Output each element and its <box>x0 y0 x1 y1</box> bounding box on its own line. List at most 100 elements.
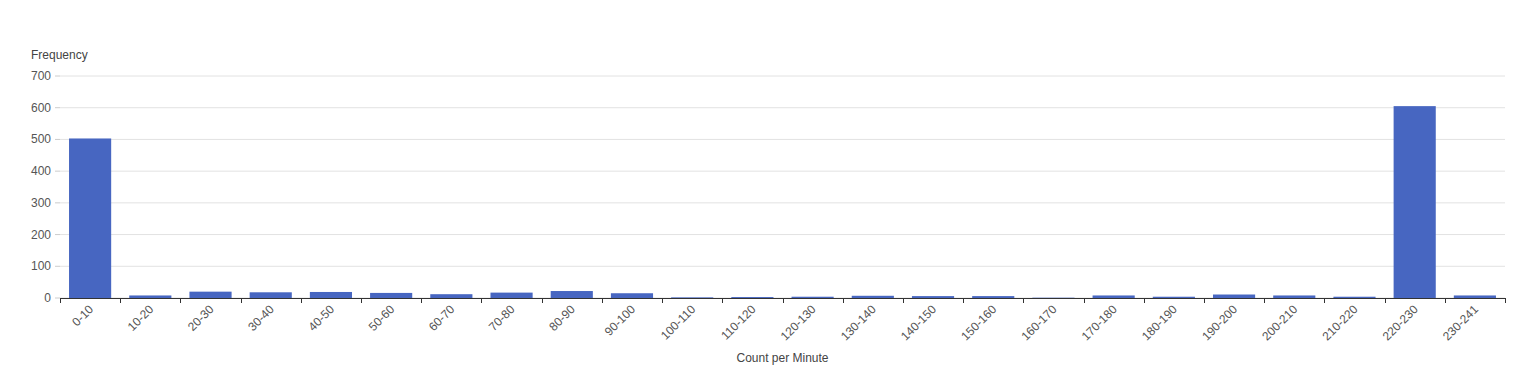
x-tick-label: 160-170 <box>1019 302 1060 343</box>
x-tick <box>1385 298 1386 303</box>
x-tick-label: 230-241 <box>1440 302 1481 343</box>
x-tick <box>662 298 663 303</box>
x-tick-label: 110-120 <box>718 302 759 343</box>
y-tick <box>55 266 60 267</box>
bar <box>972 296 1014 298</box>
y-tick <box>55 139 60 140</box>
x-tick <box>722 298 723 303</box>
x-tick-label: 170-180 <box>1079 302 1120 343</box>
x-tick <box>481 298 482 303</box>
bar <box>611 293 653 298</box>
y-tick <box>55 234 60 235</box>
bar <box>490 293 532 298</box>
y-axis-title: Frequency <box>31 48 88 62</box>
bar <box>671 297 713 298</box>
x-tick <box>903 298 904 303</box>
x-tick <box>1204 298 1205 303</box>
x-tick <box>60 298 61 303</box>
x-tick-label: 100-110 <box>658 302 699 343</box>
bar <box>1153 297 1195 298</box>
bar <box>1213 295 1255 298</box>
bar <box>69 138 111 298</box>
x-tick <box>241 298 242 303</box>
x-tick <box>1505 298 1506 303</box>
x-tick-label: 190-200 <box>1199 302 1240 343</box>
chart-container: 01002003004005006007000-1010-2020-3030-4… <box>0 0 1519 384</box>
x-tick <box>1023 298 1024 303</box>
x-tick-label: 10-20 <box>125 302 157 334</box>
y-tick-label: 500 <box>31 132 51 146</box>
chart: 01002003004005006007000-1010-2020-3030-4… <box>0 0 1519 384</box>
grid-line <box>60 171 1505 172</box>
bars <box>69 106 1496 298</box>
x-tick-label: 80-90 <box>546 302 578 334</box>
x-tick-label: 140-150 <box>898 302 939 343</box>
x-tick-label: 220-230 <box>1380 302 1421 343</box>
x-tick-label: 200-210 <box>1259 302 1300 343</box>
bar <box>430 294 472 298</box>
x-tick <box>542 298 543 303</box>
y-tick <box>55 107 60 108</box>
y-tick <box>55 298 60 299</box>
bar <box>1273 295 1315 298</box>
x-tick <box>361 298 362 303</box>
x-tick <box>783 298 784 303</box>
grid-line <box>60 202 1505 203</box>
x-tick-label: 20-30 <box>185 302 217 334</box>
grid-line <box>60 107 1505 108</box>
bar <box>129 295 171 298</box>
x-tick <box>1445 298 1446 303</box>
bar <box>852 296 894 298</box>
x-tick-label: 30-40 <box>245 302 277 334</box>
x-tick-label: 90-100 <box>602 302 639 339</box>
x-tick-label: 50-60 <box>366 302 398 334</box>
x-tick-label: 60-70 <box>426 302 458 334</box>
x-tick <box>1324 298 1325 303</box>
y-tick <box>55 171 60 172</box>
x-axis-title: Count per Minute <box>736 351 828 365</box>
x-tick-label: 210-220 <box>1320 302 1361 343</box>
bar <box>1333 297 1375 298</box>
y-tick <box>55 202 60 203</box>
x-tick-label: 150-160 <box>958 302 999 343</box>
y-tick-label: 600 <box>31 101 51 115</box>
x-tick <box>602 298 603 303</box>
y-tick-label: 0 <box>44 291 51 305</box>
grid-line <box>60 139 1505 140</box>
bar <box>310 292 352 298</box>
x-axis <box>60 298 1505 299</box>
bar <box>792 297 834 298</box>
x-tick-label: 0-10 <box>69 302 96 329</box>
x-tick-label: 120-130 <box>778 302 819 343</box>
bar <box>912 296 954 298</box>
x-tick-label: 70-80 <box>486 302 518 334</box>
x-tick-label: 130-140 <box>838 302 879 343</box>
x-tick <box>843 298 844 303</box>
x-tick <box>421 298 422 303</box>
y-tick-label: 200 <box>31 228 51 242</box>
x-tick <box>963 298 964 303</box>
bar <box>1093 295 1135 298</box>
bar <box>370 293 412 298</box>
y-tick-label: 300 <box>31 196 51 210</box>
y-tick-label: 700 <box>31 69 51 83</box>
x-tick <box>301 298 302 303</box>
bar <box>551 291 593 298</box>
x-tick <box>1144 298 1145 303</box>
bar <box>1394 106 1436 298</box>
grid-line <box>60 266 1505 267</box>
x-tick <box>1084 298 1085 303</box>
bar <box>731 297 773 298</box>
bar <box>1454 295 1496 298</box>
x-tick-label: 180-190 <box>1139 302 1180 343</box>
x-tick <box>1264 298 1265 303</box>
x-tick <box>120 298 121 303</box>
grid-line <box>60 234 1505 235</box>
grid-line <box>60 76 1505 77</box>
bar <box>189 292 231 298</box>
y-tick <box>55 76 60 77</box>
x-tick-label: 40-50 <box>305 302 337 334</box>
bar <box>1032 297 1074 298</box>
bar <box>250 292 292 298</box>
x-tick <box>180 298 181 303</box>
